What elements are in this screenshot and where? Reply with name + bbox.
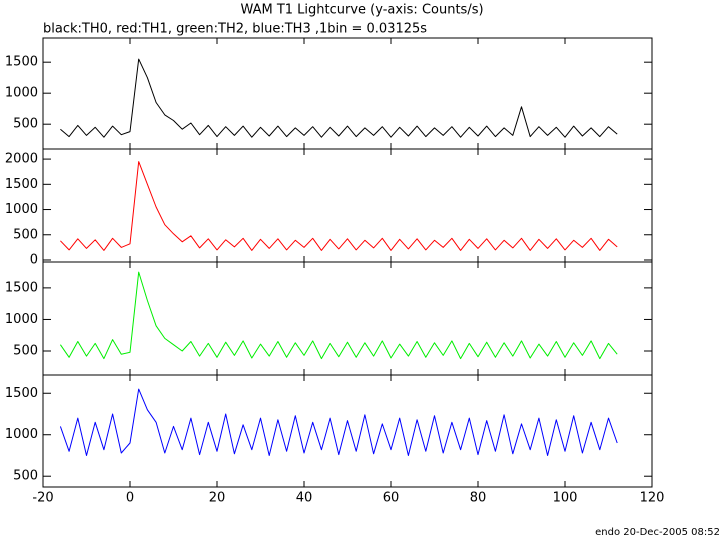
- y-tick-label: 0: [30, 252, 38, 267]
- x-tick-label: -20: [32, 491, 53, 506]
- light-curve: [59, 388, 618, 456]
- x-tick-label: 100: [553, 491, 578, 506]
- y-tick-label: 500: [13, 469, 38, 484]
- light-curve: [60, 58, 618, 138]
- y-tick-label: 500: [13, 344, 38, 359]
- x-tick-label: 40: [296, 491, 313, 506]
- x-tick-label: 80: [470, 491, 487, 506]
- panel-frame: [42, 374, 653, 488]
- x-tick-label: 60: [383, 491, 400, 506]
- x-tick-label: 20: [209, 491, 226, 506]
- light-curve: [60, 161, 618, 251]
- y-tick-label: 1500: [5, 177, 38, 192]
- light-curve: [59, 271, 618, 360]
- footer: endo 20-Dec-2005 08:52: [595, 527, 720, 538]
- x-tick-label: 0: [126, 491, 134, 506]
- y-tick-label: 500: [13, 227, 38, 242]
- y-tick-label: 1000: [5, 202, 38, 217]
- y-tick-label: 1000: [5, 427, 38, 442]
- y-tick-label: 1500: [5, 55, 38, 70]
- chart-title: WAM T1 Lightcurve (y-axis: Counts/s): [240, 3, 483, 18]
- y-tick-label: 1000: [5, 312, 38, 327]
- y-tick-label: 1500: [5, 386, 38, 401]
- chart-subtitle: black:TH0, red:TH1, green:TH2, blue:TH3 …: [43, 22, 427, 37]
- panel-frame: [42, 261, 653, 376]
- y-tick-label: 500: [13, 117, 38, 132]
- y-tick-label: 2000: [5, 152, 38, 167]
- y-tick-label: 1000: [5, 86, 38, 101]
- x-tick-label: 120: [640, 491, 665, 506]
- y-tick-label: 1500: [5, 280, 38, 295]
